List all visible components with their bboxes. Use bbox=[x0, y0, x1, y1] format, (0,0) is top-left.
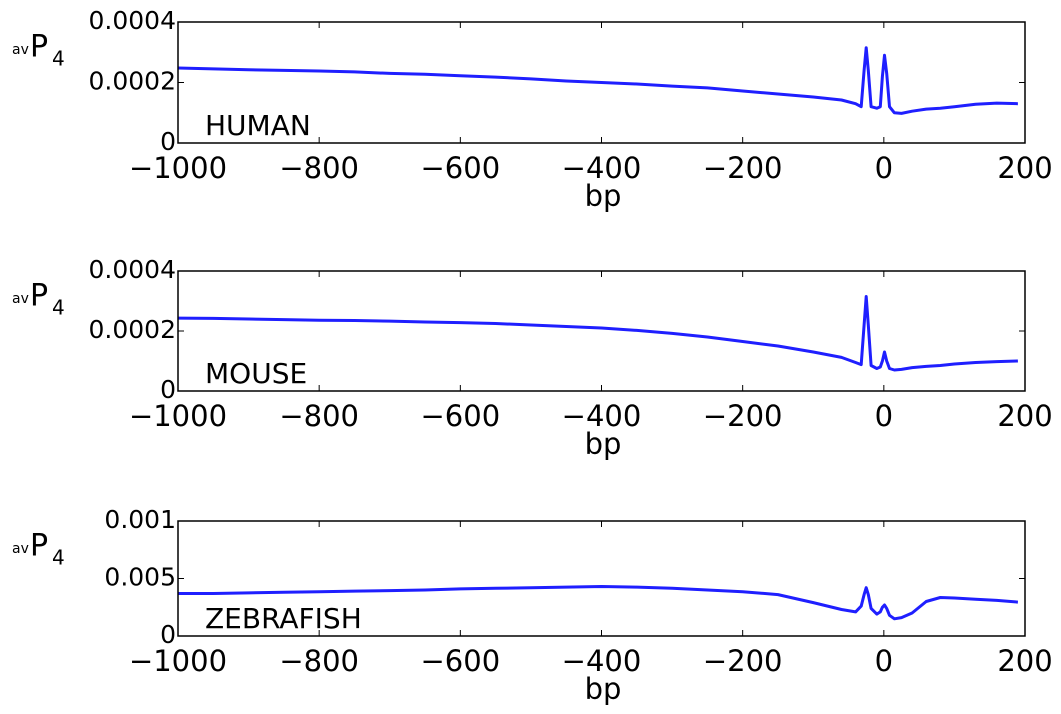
x-tick-label: −200 bbox=[703, 644, 783, 678]
x-tick-label: −800 bbox=[279, 399, 359, 433]
ylabel-sub: 4 bbox=[52, 296, 65, 320]
x-tick-label: −800 bbox=[279, 644, 359, 678]
ylabel-main: P bbox=[30, 529, 48, 564]
y-tick-label: 0.0004 bbox=[89, 255, 176, 284]
x-axis-label: bp bbox=[585, 179, 622, 213]
y-tick-label: 0 bbox=[160, 127, 176, 156]
y-tick-label: 0.0002 bbox=[89, 315, 176, 344]
annotation: MOUSE bbox=[205, 357, 307, 390]
x-tick-label: −600 bbox=[421, 151, 501, 185]
ylabel-prefix: av bbox=[12, 541, 29, 557]
x-tick-label: 0 bbox=[875, 399, 893, 433]
x-tick-label: 0 bbox=[875, 151, 893, 185]
ylabel-main: P bbox=[30, 279, 48, 314]
annotation: HUMAN bbox=[205, 109, 311, 142]
data-line bbox=[178, 585, 1019, 621]
x-axis-label: bp bbox=[585, 672, 622, 706]
x-axis-label: bp bbox=[585, 427, 622, 461]
y-tick-label: 0.001 bbox=[104, 505, 176, 534]
x-tick-label: −1000 bbox=[129, 151, 227, 185]
x-tick-label: −400 bbox=[562, 644, 642, 678]
ylabel-sub: 4 bbox=[52, 47, 65, 71]
x-tick-label: −1000 bbox=[129, 399, 227, 433]
x-tick-label: −800 bbox=[279, 151, 359, 185]
x-tick-label: −600 bbox=[421, 399, 501, 433]
y-tick-label: 0 bbox=[160, 375, 176, 404]
x-tick-label: 200 bbox=[997, 399, 1052, 433]
y-tick-label: 0.005 bbox=[104, 563, 176, 592]
data-line bbox=[177, 295, 1018, 372]
x-tick-label: −200 bbox=[703, 151, 783, 185]
x-tick-label: −200 bbox=[703, 399, 783, 433]
x-tick-label: −400 bbox=[562, 151, 642, 185]
x-tick-label: −400 bbox=[562, 399, 642, 433]
ylabel-sub: 4 bbox=[52, 546, 65, 570]
data-line bbox=[177, 46, 1018, 115]
x-tick-label: −600 bbox=[421, 644, 501, 678]
ylabel-prefix: av bbox=[12, 42, 29, 58]
x-tick-label: −1000 bbox=[129, 644, 227, 678]
ylabel-main: P bbox=[30, 30, 48, 65]
annotation: ZEBRAFISH bbox=[205, 602, 362, 635]
ylabel-prefix: av bbox=[12, 291, 29, 307]
x-tick-label: 0 bbox=[875, 644, 893, 678]
x-tick-label: 200 bbox=[997, 644, 1052, 678]
y-tick-label: 0.0004 bbox=[89, 6, 176, 35]
x-tick-label: 200 bbox=[997, 151, 1052, 185]
y-tick-label: 0 bbox=[160, 620, 176, 649]
y-tick-label: 0.0002 bbox=[89, 67, 176, 96]
